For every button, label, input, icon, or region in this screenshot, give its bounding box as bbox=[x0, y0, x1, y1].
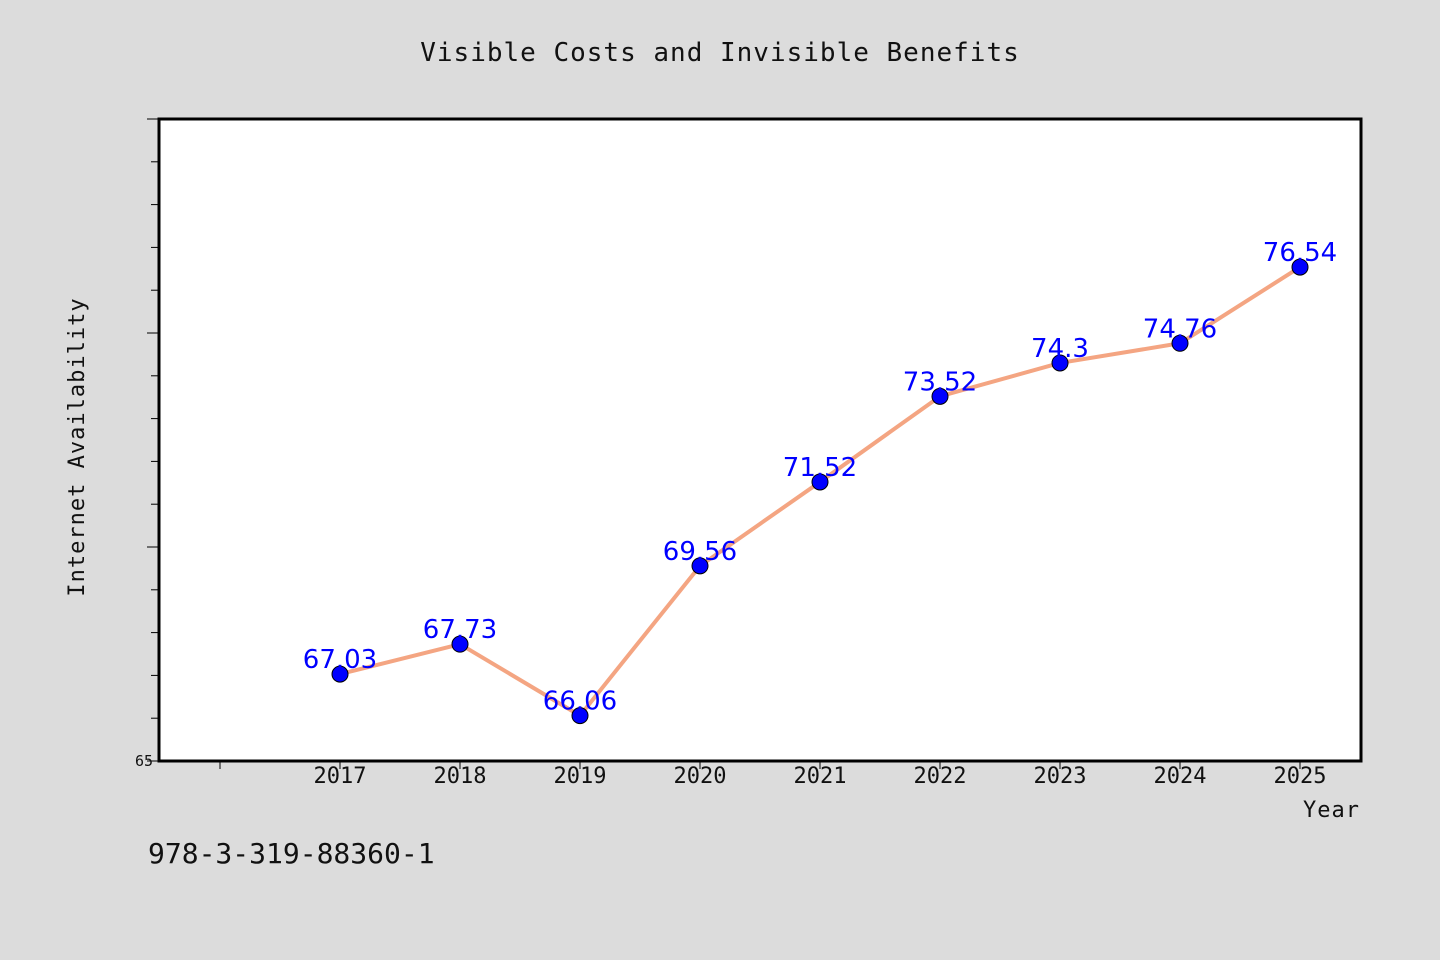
plot-area bbox=[157, 117, 1363, 763]
series-line-group bbox=[331, 258, 1309, 725]
data-point bbox=[331, 665, 349, 683]
data-point bbox=[571, 707, 589, 725]
data-point bbox=[1171, 334, 1189, 352]
data-label: 66.06 bbox=[543, 687, 617, 717]
data-point bbox=[691, 557, 709, 575]
x-tick-label: 2024 bbox=[1154, 764, 1207, 789]
data-label: 69.56 bbox=[663, 537, 737, 567]
x-tick-label: 2023 bbox=[1034, 764, 1087, 789]
x-tick-label: 2019 bbox=[554, 764, 607, 789]
x-tick-label: 2020 bbox=[674, 764, 727, 789]
data-label: 74.3 bbox=[1031, 334, 1089, 364]
data-point bbox=[1291, 258, 1309, 276]
isbn-text: 978-3-319-88360-1 bbox=[148, 837, 435, 870]
x-tick-label: 2018 bbox=[434, 764, 487, 789]
x-tick-label: 2021 bbox=[794, 764, 847, 789]
data-labels: 67.03 67.73 66.06 69.56 71.52 73.52 74.3 74.76 7… bbox=[303, 238, 1337, 717]
data-label: 71.52 bbox=[783, 453, 857, 483]
x-axis: 2017 2018 2019 2020 2021 2022 2023 2024 2025 bbox=[219, 761, 1327, 789]
x-tick-label: 2025 bbox=[1274, 764, 1327, 789]
data-label: 73.52 bbox=[903, 367, 977, 397]
data-label: 74.76 bbox=[1143, 314, 1217, 344]
chart-title: Visible Costs and Invisible Benefits bbox=[420, 38, 1020, 68]
y-axis: 65 bbox=[135, 118, 159, 770]
data-point bbox=[1051, 354, 1069, 372]
x-axis-label: Year bbox=[1303, 798, 1360, 823]
data-label: 67.03 bbox=[303, 645, 377, 675]
y-tick-label: 65 bbox=[135, 752, 153, 770]
x-tick-label: 2017 bbox=[314, 764, 367, 789]
data-point bbox=[811, 473, 829, 491]
data-label: 67.73 bbox=[423, 615, 497, 645]
data-point bbox=[931, 387, 949, 405]
data-label: 76.54 bbox=[1263, 238, 1337, 268]
y-axis-label: Internet Availability bbox=[65, 297, 90, 596]
x-tick-label: 2022 bbox=[914, 764, 967, 789]
data-point bbox=[451, 635, 469, 653]
